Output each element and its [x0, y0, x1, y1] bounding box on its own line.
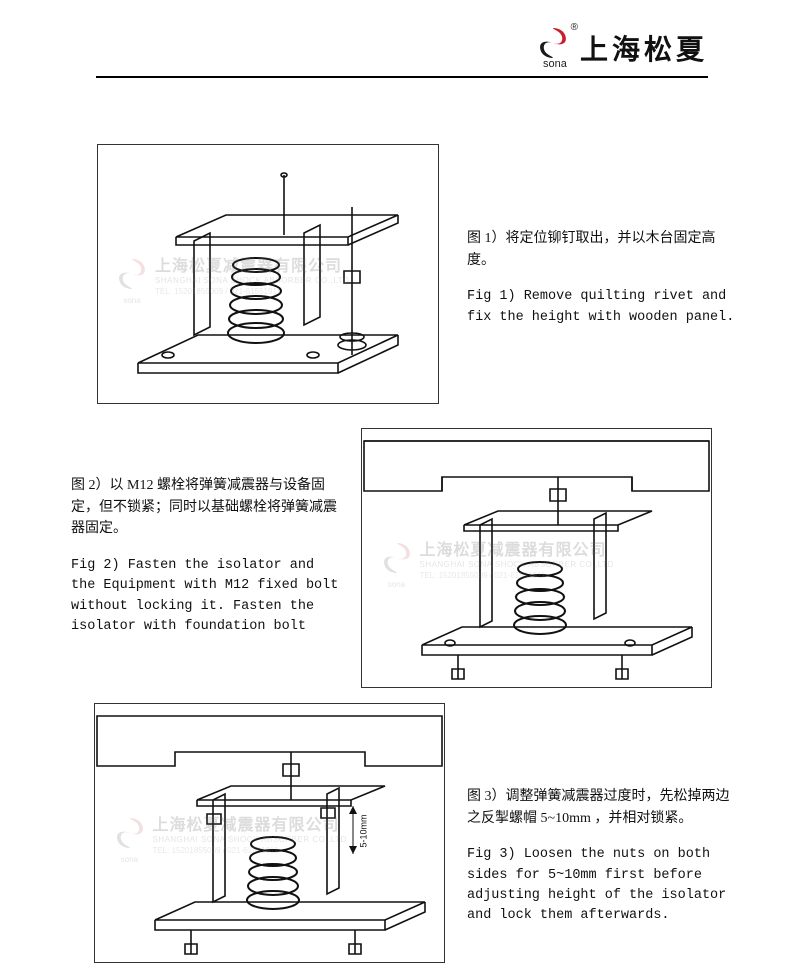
- brand-name-cn: 上海松夏: [580, 28, 708, 68]
- page-header: ® sona 上海松夏: [96, 26, 708, 78]
- figure-3-caption-cn: 图 3）调整弹簧减震器过度时，先松掉两边之反掣螺帽 5~10mm ，并相对锁紧。: [467, 786, 742, 829]
- brand-logo: ®: [536, 26, 570, 60]
- brand-logo-block: ® sona: [536, 26, 574, 70]
- brand-registered: ®: [571, 22, 578, 33]
- figure-1-caption-en: Fig 1) Remove quilting rivet and fix the…: [467, 287, 742, 328]
- figure-2-image: sona 上海松夏减震器有限公司 SHANGHAI SONA SHOCK ABS…: [361, 428, 712, 688]
- brand-block: ® sona 上海松夏: [536, 26, 708, 70]
- figure-1-image: sona 上海松夏减震器有限公司 SHANGHAI SONA SHOCK ABS…: [97, 144, 439, 404]
- figure-2-caption-en: Fig 2) Fasten the isolator and the Equip…: [71, 556, 341, 637]
- figure-3-image: 5-10mm sona 上海松夏减震器有限公司 SHANGHAI SONA SH…: [94, 703, 445, 963]
- figure-3-caption: 图 3）调整弹簧减震器过度时，先松掉两边之反掣螺帽 5~10mm ，并相对锁紧。…: [467, 786, 742, 926]
- figure-3-caption-en: Fig 3) Loosen the nuts on both sides for…: [467, 845, 742, 926]
- figure-1-caption-cn: 图 1）将定位铆钉取出，并以木台固定高度。: [467, 228, 742, 271]
- page: ® sona 上海松夏: [0, 0, 803, 972]
- figure-2-caption: 图 2）以 M12 螺栓将弹簧减震器与设备固定，但不锁紧；同时以基础螺栓将弹簧减…: [71, 475, 341, 637]
- figure-3-dimension-label: 5-10mm: [359, 814, 369, 847]
- figure-2-caption-cn: 图 2）以 M12 螺栓将弹簧减震器与设备固定，但不锁紧；同时以基础螺栓将弹簧减…: [71, 475, 341, 540]
- figure-1-caption: 图 1）将定位铆钉取出，并以木台固定高度。 Fig 1) Remove quil…: [467, 228, 742, 328]
